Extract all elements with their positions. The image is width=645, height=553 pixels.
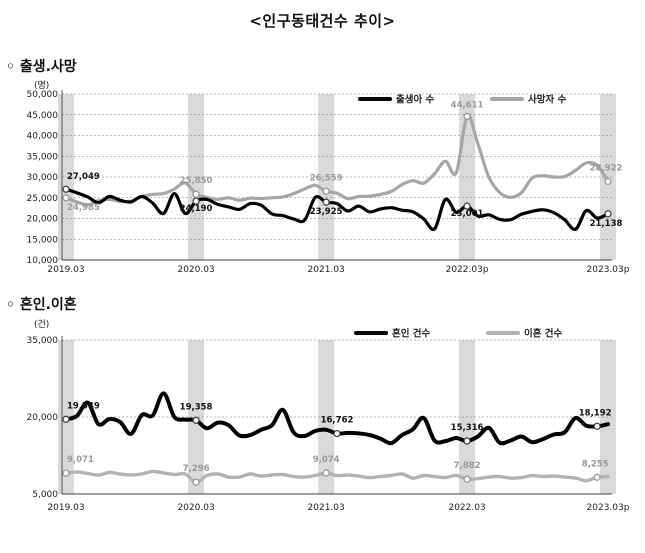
x-tick-label: 2023.03p <box>587 503 630 513</box>
shaded-band-3 <box>459 340 476 494</box>
shaded-band-4 <box>600 340 616 494</box>
data-point-marker <box>62 194 70 202</box>
x-tick-label: 2021.03 <box>308 503 345 513</box>
legend-entry: 사망자 수 <box>528 94 567 106</box>
data-point-marker <box>322 469 330 477</box>
y-tick-label: 5,000 <box>32 490 58 500</box>
data-point-marker <box>62 185 70 193</box>
y-tick-label: 50,000 <box>27 90 59 100</box>
data-point-marker <box>62 469 70 477</box>
series-line-0 <box>64 187 610 232</box>
shaded-band-0 <box>58 340 74 494</box>
data-label: 24,985 <box>67 203 100 213</box>
data-label: 9,071 <box>67 455 94 465</box>
data-point-marker <box>593 473 601 481</box>
data-label: 23,001 <box>451 209 484 219</box>
data-label: 18,192 <box>579 408 612 418</box>
data-point-marker <box>604 177 612 186</box>
data-label: 26,559 <box>310 173 343 183</box>
data-label: 7,296 <box>183 464 210 474</box>
y-tick-label: 35,000 <box>27 336 59 346</box>
y-tick-label: 20,000 <box>27 413 59 423</box>
y-axis-unit: (명) <box>34 80 49 91</box>
data-label: 24,190 <box>180 204 213 214</box>
data-label: 25,850 <box>180 176 213 186</box>
data-point-marker <box>192 416 200 424</box>
y-tick-label: 15,000 <box>27 235 59 245</box>
x-tick-label: 2019.03 <box>47 265 84 275</box>
y-tick-label: 30,000 <box>27 173 59 183</box>
data-point-marker <box>604 210 612 218</box>
data-point-marker <box>192 197 200 205</box>
data-label: 23,925 <box>310 207 343 217</box>
section-title-marriage-divorce: ◦ 혼인.이혼 <box>6 297 77 313</box>
shaded-band-2 <box>318 94 335 260</box>
data-label: 19,549 <box>67 401 100 411</box>
data-point-marker <box>322 198 330 206</box>
y-tick-label: 40,000 <box>27 132 59 142</box>
shaded-band-2 <box>318 340 335 494</box>
data-point-marker <box>322 187 330 195</box>
shaded-band-1 <box>188 340 205 494</box>
data-label: 27,049 <box>67 172 100 182</box>
shaded-band-3 <box>459 94 476 260</box>
data-point-marker <box>463 202 471 210</box>
data-label: 8,255 <box>582 459 609 469</box>
data-label: 9,074 <box>313 455 340 465</box>
x-tick-label: 2020.03 <box>177 265 214 275</box>
data-label: 16,762 <box>321 416 354 426</box>
x-tick-label: 2019.03 <box>47 503 84 513</box>
x-tick-label: 2022.03p <box>446 265 489 275</box>
data-point-marker <box>62 415 70 423</box>
x-tick-label: 2023.03p <box>587 265 630 275</box>
shaded-band-4 <box>600 94 616 260</box>
data-point-marker <box>192 478 200 486</box>
legend-entry: 혼인 건수 <box>392 328 431 340</box>
data-point-marker <box>192 190 200 198</box>
series-line-0 <box>64 391 610 446</box>
page-title: <인구동태건수 추이> <box>249 12 396 30</box>
legend-entry: 이혼 건수 <box>524 328 563 340</box>
data-label: 21,138 <box>590 219 623 229</box>
x-tick-label: 2021.03 <box>308 265 345 275</box>
series-line-1 <box>64 469 610 484</box>
data-point-marker <box>463 437 471 445</box>
series-line-1 <box>64 114 610 207</box>
legend-entry: 출생아 수 <box>396 94 435 106</box>
data-label: 15,316 <box>451 423 484 433</box>
y-tick-label: 25,000 <box>27 194 59 204</box>
data-label: 7,882 <box>454 461 481 471</box>
data-point-marker <box>333 429 341 438</box>
data-point-marker <box>593 422 601 430</box>
y-tick-label: 45,000 <box>27 111 59 121</box>
data-label: 19,358 <box>180 402 213 412</box>
x-tick-label: 2022.03 <box>448 503 485 513</box>
shaded-band-0 <box>58 94 74 260</box>
y-tick-label: 35,000 <box>27 152 59 162</box>
data-point-marker <box>463 112 471 121</box>
y-axis-unit: (건) <box>34 319 49 330</box>
data-point-marker <box>463 475 471 483</box>
section-title-birth-death: ◦ 출생.사망 <box>6 59 77 75</box>
x-tick-label: 2020.03 <box>177 503 214 513</box>
data-label: 28,922 <box>590 163 623 173</box>
shaded-band-1 <box>188 94 205 260</box>
y-tick-label: 20,000 <box>27 215 59 225</box>
data-label: 44,611 <box>451 100 484 110</box>
y-tick-label: 10,000 <box>27 256 59 266</box>
